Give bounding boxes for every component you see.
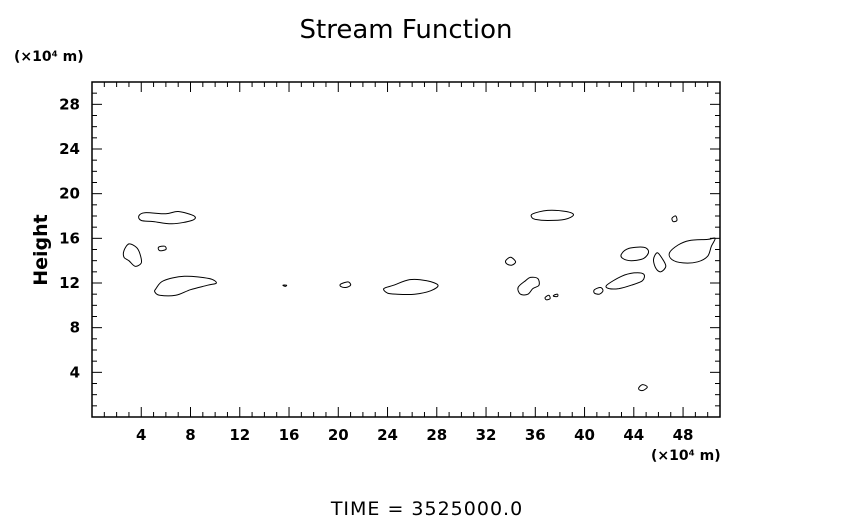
x-unit-label: (×10⁴ m) <box>651 448 721 464</box>
contour-c12 <box>552 293 559 298</box>
contour-c10 <box>517 276 540 296</box>
y-unit-label: (×10⁴ m) <box>14 49 84 65</box>
contour-c9 <box>504 256 517 266</box>
x-tick-label: 16 <box>279 426 300 444</box>
y-axis-label: Height <box>30 214 52 286</box>
contour-c14 <box>605 272 645 290</box>
contour-c13 <box>593 286 604 295</box>
y-tick-label: 20 <box>59 185 80 203</box>
contour-c1 <box>138 210 196 225</box>
contour-c4 <box>154 275 217 297</box>
x-tick-label: 20 <box>328 426 349 444</box>
contour-c16 <box>652 252 667 273</box>
x-tick-label: 24 <box>377 426 398 444</box>
contour-c3 <box>157 245 167 252</box>
x-tick-label: 44 <box>623 426 644 444</box>
y-tick-label: 16 <box>59 229 80 247</box>
contour-c18 <box>671 215 678 223</box>
x-tick-label: 12 <box>229 426 250 444</box>
x-tick-label: 4 <box>136 426 146 444</box>
contour-c19 <box>638 384 648 392</box>
y-tick-label: 8 <box>70 319 80 337</box>
axis-ticks <box>91 81 721 418</box>
x-tick-label: 32 <box>476 426 497 444</box>
x-tick-label: 40 <box>574 426 595 444</box>
y-tick-label: 4 <box>70 363 80 381</box>
y-tick-label: 28 <box>59 95 80 113</box>
contour-c15 <box>620 246 650 262</box>
y-tick-label: 24 <box>59 140 80 158</box>
contour-c11 <box>544 294 551 301</box>
time-footer: TIME = 3525000.0 <box>330 498 523 519</box>
x-tick-label: 48 <box>673 426 694 444</box>
x-tick-label: 28 <box>426 426 447 444</box>
contour-lines <box>122 209 716 392</box>
contour-c2 <box>122 243 143 267</box>
contour-c8 <box>530 209 574 222</box>
contour-c17 <box>668 237 716 264</box>
x-tick-label: 8 <box>185 426 195 444</box>
y-tick-label: 12 <box>59 274 80 292</box>
contour-c7 <box>383 278 439 295</box>
contour-c6 <box>339 281 352 289</box>
contour-c5 <box>282 284 288 287</box>
x-tick-label: 36 <box>525 426 546 444</box>
chart-title: Stream Function <box>300 15 513 45</box>
